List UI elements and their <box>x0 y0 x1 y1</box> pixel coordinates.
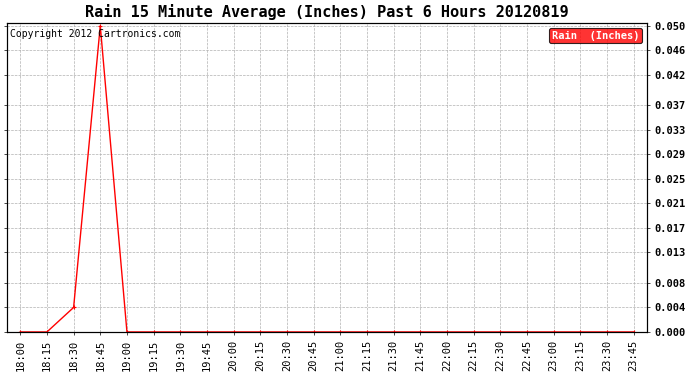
Text: Copyright 2012 Cartronics.com: Copyright 2012 Cartronics.com <box>10 29 181 39</box>
Legend: Rain  (Inches): Rain (Inches) <box>549 28 642 43</box>
Title: Rain 15 Minute Average (Inches) Past 6 Hours 20120819: Rain 15 Minute Average (Inches) Past 6 H… <box>85 4 569 20</box>
